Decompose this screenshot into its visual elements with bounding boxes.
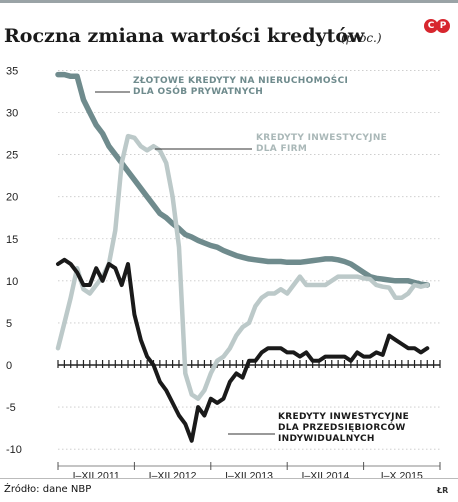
series-line-2 xyxy=(55,133,430,401)
publisher-logo: C P xyxy=(424,19,452,35)
series-label-1: ZŁOTOWE KREDYTY NA NIERUCHOMOŚCI xyxy=(133,74,348,86)
series-label-3: INDYWIDUALNYCH xyxy=(278,434,375,444)
y-tick-label: 25 xyxy=(6,150,18,162)
x-tick-label: I–XII 2012 xyxy=(149,470,197,482)
y-tick-label: 0 xyxy=(6,360,12,372)
y-tick-label: 15 xyxy=(6,234,18,246)
series-label-2: KREDYTY INWESTYCYJNE xyxy=(256,133,387,143)
logo-p: P xyxy=(436,19,450,33)
series-label-2: DLA FIRM xyxy=(256,144,307,154)
source-note: Źródło: dane NBP xyxy=(4,484,92,495)
chart-title: Roczna zmiana wartości kredytów xyxy=(4,25,365,47)
bottom-rule xyxy=(0,478,458,479)
chart-unit: (proc.) xyxy=(341,31,382,45)
x-tick-label: I–XII 2011 xyxy=(73,470,120,482)
x-tick-label: I–X 2015 xyxy=(381,470,423,482)
series-label-1: DLA OSÓB PRYWATNYCH xyxy=(133,85,263,97)
logo-c: C xyxy=(424,19,438,33)
x-tick-label: I–XII 2013 xyxy=(225,470,273,482)
y-tick-label: 30 xyxy=(6,108,18,120)
y-tick-label: 10 xyxy=(6,276,18,288)
x-tick-label: I–XII 2014 xyxy=(301,470,349,482)
y-tick-label: -10 xyxy=(6,444,22,456)
top-rule xyxy=(0,0,458,3)
author-initials: ŁR xyxy=(437,486,449,495)
y-tick-label: 5 xyxy=(6,318,12,330)
series-label-3: DLA PRZEDSIĘBIORCÓW xyxy=(278,421,406,433)
y-tick-label: 20 xyxy=(6,192,18,204)
series-label-3: KREDYTY INWESTYCYJNE xyxy=(278,412,409,422)
series-line-1 xyxy=(55,71,431,288)
y-tick-label: -5 xyxy=(6,402,16,414)
y-tick-label: 35 xyxy=(6,65,18,77)
series-line-3 xyxy=(56,257,430,443)
